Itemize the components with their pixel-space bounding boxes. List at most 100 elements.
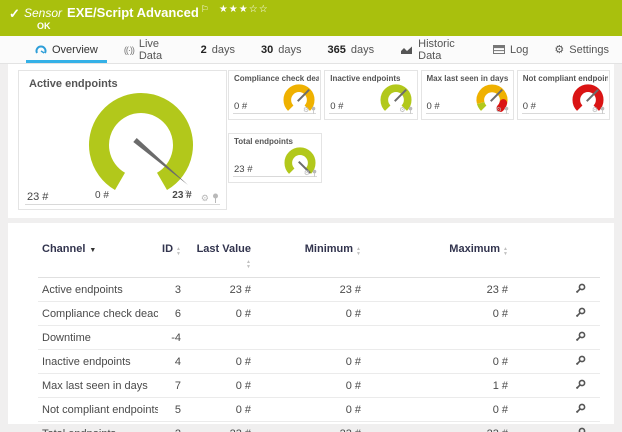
pin-icon[interactable] bbox=[311, 106, 316, 114]
gauge-current-value: 23 # bbox=[27, 191, 49, 203]
gear-icon[interactable]: ⚙ bbox=[302, 106, 310, 114]
gear-icon[interactable]: ⚙ bbox=[200, 192, 209, 203]
sort-icon: ▲ ▼ bbox=[246, 259, 251, 270]
tab-365-days[interactable]: 365 days bbox=[327, 43, 375, 56]
log-table-icon bbox=[493, 45, 506, 54]
channel-settings-wrench-icon[interactable] bbox=[575, 283, 586, 294]
sort-icon: ▲ ▼ bbox=[356, 246, 361, 257]
id-cell: 3 bbox=[158, 277, 185, 302]
tab-bar: Overview ((·)) Live Data 2 days 30 days … bbox=[0, 36, 622, 64]
sort-desc-icon: ▼ bbox=[89, 247, 97, 254]
gauge-max-label: 23 # bbox=[172, 190, 192, 201]
gauge-min-label: 0 # bbox=[95, 190, 109, 201]
active-endpoints-gauge: x bbox=[89, 93, 193, 196]
column-header-last-value[interactable]: Last Value ▲ ▼ bbox=[196, 243, 251, 270]
gauge-panel-compliance-check-deactivated: Compliance check deactivated 0 # ⚙ bbox=[228, 70, 322, 120]
maximum-cell: 1 # bbox=[365, 373, 512, 398]
pin-icon[interactable] bbox=[600, 106, 605, 114]
column-header-minimum[interactable]: Minimum ▲ ▼ bbox=[304, 243, 361, 257]
column-header-id[interactable]: ID ▲ ▼ bbox=[162, 243, 181, 257]
total-endpoints-gauge bbox=[284, 147, 316, 174]
table-row: Compliance check deacti... 6 0 # 0 # 0 # bbox=[38, 301, 600, 326]
table-row: Active endpoints 3 23 # 23 # 23 # bbox=[38, 277, 600, 302]
last-value-cell bbox=[185, 325, 255, 350]
table-row: Total endpoints 2 23 # 23 # 23 # bbox=[38, 421, 600, 432]
favorite-stars-rating[interactable]: ★★★☆☆ bbox=[218, 4, 269, 15]
tab-label: Settings bbox=[569, 43, 609, 56]
last-value-cell: 0 # bbox=[185, 373, 255, 398]
gauge-panel-total-endpoints: Total endpoints 23 # ⚙ bbox=[228, 133, 322, 183]
gauge-panel-inactive-endpoints: Inactive endpoints 0 # ⚙ bbox=[324, 70, 418, 120]
minimum-cell: 0 # bbox=[255, 373, 365, 398]
status-ok-check-icon: ✓ bbox=[9, 6, 20, 21]
channel-name-cell: Compliance check deacti... bbox=[38, 301, 158, 326]
tab-live-data[interactable]: ((·)) Live Data bbox=[111, 36, 188, 63]
tab-label: days bbox=[278, 43, 302, 56]
pin-icon[interactable] bbox=[312, 169, 317, 177]
tab-2-days[interactable]: 2 days bbox=[200, 43, 236, 56]
channel-settings-wrench-icon[interactable] bbox=[575, 331, 586, 342]
sensor-header: ✓ Sensor EXE/Script Advanced ⚐ ★★★☆☆ OK bbox=[0, 0, 622, 36]
gauge-current-value: 0 # bbox=[234, 101, 248, 112]
gear-icon[interactable]: ⚙ bbox=[495, 106, 502, 114]
tab-settings[interactable]: ⚙ Settings bbox=[541, 36, 622, 63]
sensor-status-text: OK bbox=[37, 21, 51, 31]
id-cell: 6 bbox=[158, 301, 185, 326]
gear-icon[interactable]: ⚙ bbox=[399, 106, 406, 114]
channel-settings-wrench-icon[interactable] bbox=[575, 379, 586, 390]
channel-name-cell: Not compliant endpoints bbox=[38, 397, 158, 422]
tab-label: days bbox=[211, 43, 236, 56]
gauge-panel-active-endpoints: Active endpoints x 0 # 23 # 23 # ⚙ bbox=[18, 70, 227, 210]
last-value-cell: 0 # bbox=[185, 301, 255, 326]
tab-log[interactable]: Log bbox=[480, 36, 541, 63]
last-value-cell: 23 # bbox=[185, 421, 255, 432]
tab-30-days[interactable]: 30 days bbox=[261, 43, 302, 56]
area-chart-icon bbox=[400, 45, 413, 55]
maximum-cell: 23 # bbox=[365, 421, 512, 432]
last-value-cell: 0 # bbox=[185, 397, 255, 422]
table-row: Downtime -4 bbox=[38, 325, 600, 350]
table-row: Max last seen in days 7 0 # 0 # 1 # bbox=[38, 373, 600, 398]
maximum-cell: 23 # bbox=[365, 277, 512, 302]
minimum-cell: 0 # bbox=[255, 301, 365, 326]
tab-label: Historic Data bbox=[418, 37, 455, 62]
pin-icon[interactable] bbox=[408, 106, 413, 114]
gear-icon[interactable]: ⚙ bbox=[303, 169, 310, 177]
gear-icon[interactable]: ⚙ bbox=[591, 106, 598, 114]
id-cell: -4 bbox=[158, 325, 185, 350]
channel-settings-wrench-icon[interactable] bbox=[575, 403, 586, 414]
channel-settings-wrench-icon[interactable] bbox=[575, 427, 586, 432]
channel-name-cell: Max last seen in days bbox=[38, 373, 158, 398]
gauge-title: Active endpoints bbox=[29, 78, 118, 90]
id-cell: 4 bbox=[158, 349, 185, 374]
channel-name-cell: Total endpoints bbox=[38, 421, 158, 432]
gauge-current-value: 0 # bbox=[330, 101, 344, 112]
tab-overview[interactable]: Overview bbox=[22, 36, 111, 63]
tab-label: Overview bbox=[52, 43, 98, 56]
sort-icon: ▲ ▼ bbox=[503, 246, 508, 257]
id-cell: 2 bbox=[158, 421, 185, 432]
maximum-cell: 0 # bbox=[365, 301, 512, 326]
last-value-cell: 0 # bbox=[185, 349, 255, 374]
table-row: Not compliant endpoints 5 0 # 0 # 0 # bbox=[38, 397, 600, 422]
maximum-cell: 0 # bbox=[365, 397, 512, 422]
id-cell: 7 bbox=[158, 373, 185, 398]
tab-historic-data[interactable]: Historic Data bbox=[387, 36, 480, 63]
id-cell: 5 bbox=[158, 397, 185, 422]
minimum-cell: 0 # bbox=[255, 349, 365, 374]
column-header-channel[interactable]: Channel ▼ bbox=[42, 243, 97, 255]
channel-settings-wrench-icon[interactable] bbox=[575, 355, 586, 366]
tab-label: Log bbox=[510, 43, 529, 56]
priority-flag-icon[interactable]: ⚐ bbox=[200, 4, 209, 14]
pin-icon[interactable] bbox=[504, 106, 509, 114]
maximum-cell bbox=[365, 325, 512, 350]
column-header-maximum[interactable]: Maximum ▲ ▼ bbox=[449, 243, 508, 257]
gauges-section: Active endpoints x 0 # 23 # 23 # ⚙ Compl… bbox=[8, 64, 614, 218]
compliance-gauge bbox=[283, 84, 315, 111]
gauge-current-value: 23 # bbox=[234, 164, 253, 175]
gauge-current-value: 0 # bbox=[522, 101, 536, 112]
max-last-seen-gauge bbox=[476, 84, 508, 113]
channel-settings-wrench-icon[interactable] bbox=[575, 307, 586, 318]
tab-label: Live Data bbox=[138, 37, 163, 62]
pin-icon[interactable] bbox=[212, 193, 219, 203]
